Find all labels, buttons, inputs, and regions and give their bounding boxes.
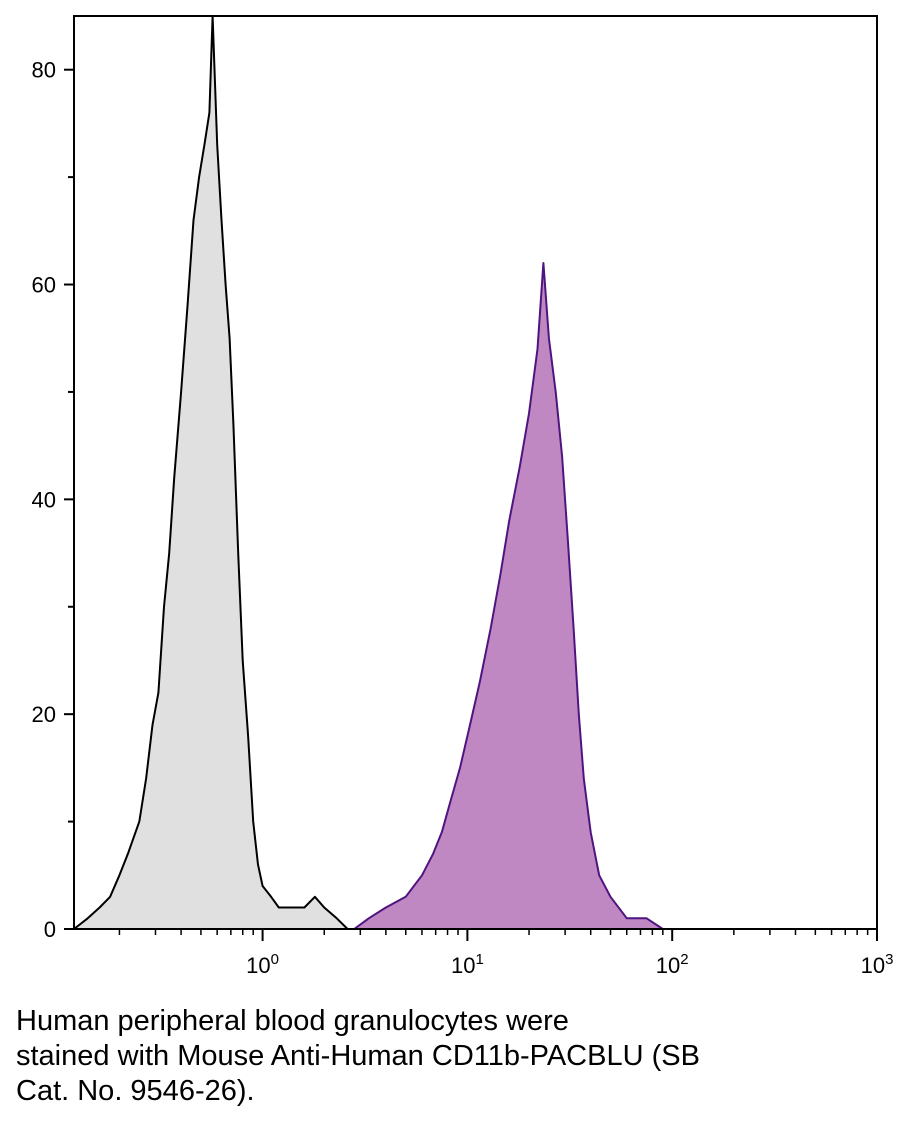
caption-line-3: Cat. No. 9546-26). (16, 1075, 255, 1107)
y-tick-label-40: 40 (32, 487, 56, 512)
x-tick-label-10-3: 103 (861, 951, 894, 978)
y-tick-label-20: 20 (32, 702, 56, 727)
series-2-area (354, 263, 663, 929)
y-tick-label-80: 80 (32, 58, 56, 83)
x-tick-label-10-0: 100 (246, 951, 279, 978)
y-tick-label-0: 0 (44, 917, 56, 942)
histogram-chart: 0 20 40 60 80 100 101 102 103 (32, 15, 894, 978)
axis-layer: 0 20 40 60 80 100 101 102 103 (32, 58, 894, 978)
series-1-area (74, 16, 348, 929)
x-tick-label-10-2: 102 (656, 951, 689, 978)
x-tick-label-10-1: 101 (451, 951, 484, 978)
figure-caption: Human peripheral blood granulocytes were… (16, 1004, 886, 1109)
series-layer (73, 15, 664, 930)
plot-frame (73, 15, 878, 930)
series-2-line (353, 262, 664, 930)
caption-line-2: stained with Mouse Anti-Human CD11b-PACB… (16, 1040, 700, 1072)
caption-line-1: Human peripheral blood granulocytes were (16, 1005, 569, 1037)
y-tick-label-60: 60 (32, 273, 56, 298)
